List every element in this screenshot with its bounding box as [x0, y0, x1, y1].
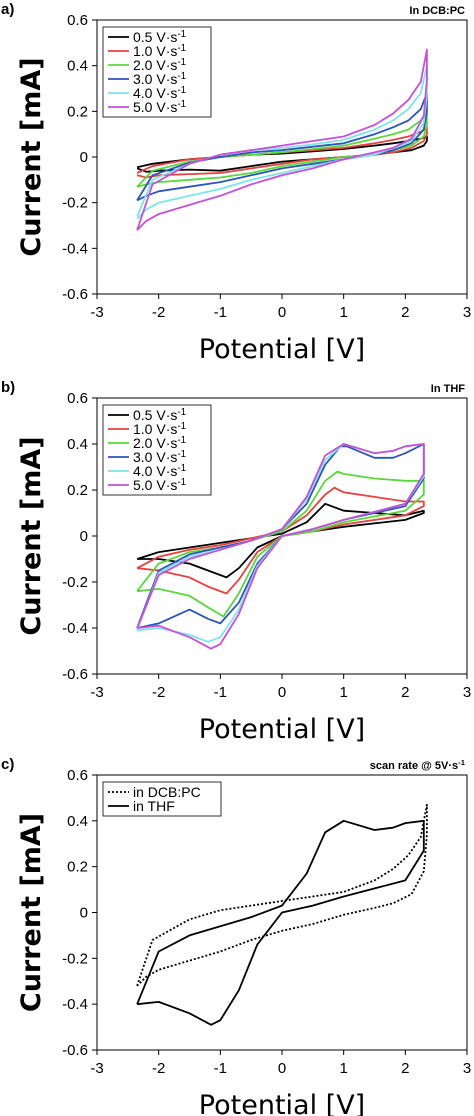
- legend-box: [102, 781, 222, 817]
- chart-panel-2: 0.6 0.4 0.2 0 -0.2 -0.4 -0.6-3 -2 -1 0 1 2 3 Potentia…: [1, 379, 471, 745]
- legend-entry-label: in THF: [133, 798, 175, 814]
- x-tick-label: -3: [90, 684, 103, 701]
- y-tick-label: 0.6: [67, 767, 88, 784]
- y-tick-label: -0.4: [62, 240, 88, 257]
- legend-entry-label: 5.0 V·s-1: [133, 99, 186, 116]
- panel-label: c): [1, 756, 14, 773]
- x-tick-label: 1: [339, 684, 347, 701]
- x-tick-label: 2: [401, 1060, 409, 1077]
- x-tick-label: 3: [463, 1060, 471, 1077]
- series-line-3: [136, 110, 428, 188]
- x-tick-label: 0: [278, 1060, 286, 1077]
- y-tick-label: 0.2: [67, 103, 88, 120]
- y-tick-label: 0.2: [67, 482, 88, 499]
- x-tick-label: 1: [339, 304, 347, 321]
- x-tick-label: 3: [463, 304, 471, 321]
- y-tick-label: 0: [80, 528, 88, 545]
- y-axis-title: Current [mA]: [16, 436, 47, 635]
- x-tick-label: -2: [152, 304, 165, 321]
- chart-panel-1: 0.6 0.4 0.2 0 -0.2 -0.4 -0.6-3 -2 -1 0 1 2 3 Potentia…: [1, 1, 471, 365]
- series-line-6: [136, 48, 428, 231]
- x-tick-label: -1: [214, 684, 227, 701]
- y-tick-label: 0: [80, 905, 88, 922]
- x-axis-title: Potential [V]: [199, 1090, 365, 1116]
- legend-entry-label: 0.5 V·s-1: [133, 407, 186, 424]
- x-tick-label: -1: [214, 304, 227, 321]
- y-tick-label: 0.4: [67, 813, 88, 830]
- legend-entry-label: 3.0 V·s-1: [133, 71, 186, 88]
- y-axis-title: Current [mA]: [16, 57, 47, 256]
- legend-entry-label: 1.0 V·s-1: [133, 421, 186, 438]
- y-tick-label: 0.6: [67, 12, 88, 29]
- panel-label: a): [1, 1, 14, 18]
- y-axis-title: Current [mA]: [16, 813, 47, 1012]
- legend-box: [102, 404, 212, 496]
- x-tick-label: 1: [339, 1060, 347, 1077]
- chart-panel-3: 0.6 0.4 0.2 0 -0.2 -0.4 -0.6-3 -2 -1 0 1 2 3 Potentia…: [1, 756, 471, 1116]
- legend-entry-label: 2.0 V·s-1: [133, 435, 186, 452]
- panel-label: b): [1, 379, 15, 396]
- series-line-1: [136, 803, 428, 987]
- y-tick-label: 0.6: [67, 390, 88, 407]
- legend-entry-label: 3.0 V·s-1: [133, 449, 186, 466]
- y-tick-label: -0.6: [62, 1042, 88, 1059]
- legend-entry-label: in DCB:PC: [133, 784, 201, 800]
- legend-entry-label: 0.5 V·s-1: [133, 29, 186, 46]
- y-tick-label: 0.4: [67, 58, 88, 75]
- panel-annotation: scan rate @ 5V·s-1: [370, 758, 466, 773]
- y-tick-label: -0.6: [62, 286, 88, 303]
- series-line-2: [136, 819, 425, 1026]
- series-line-4: [136, 92, 428, 202]
- x-tick-label: 0: [278, 684, 286, 701]
- series-line-6: [136, 443, 425, 650]
- x-tick-label: -3: [90, 1060, 103, 1077]
- y-tick-label: -0.2: [62, 195, 88, 212]
- x-tick-label: 3: [463, 684, 471, 701]
- y-tick-label: -0.4: [62, 996, 88, 1013]
- y-tick-label: 0.4: [67, 436, 88, 453]
- legend-box: [102, 26, 212, 118]
- y-tick-label: -0.2: [62, 574, 88, 591]
- x-tick-label: -2: [152, 1060, 165, 1077]
- x-tick-label: -1: [214, 1060, 227, 1077]
- x-tick-label: 2: [401, 684, 409, 701]
- series-line-2: [136, 486, 425, 595]
- y-tick-label: -0.4: [62, 620, 88, 637]
- x-axis-title: Potential [V]: [199, 334, 365, 365]
- y-tick-label: -0.2: [62, 950, 88, 967]
- x-axis-title: Potential [V]: [199, 714, 365, 745]
- legend-entry-label: 1.0 V·s-1: [133, 43, 186, 60]
- legend-entry-label: 2.0 V·s-1: [133, 57, 186, 74]
- y-tick-label: 0.2: [67, 859, 88, 876]
- panel-annotation: In DCB:PC: [409, 5, 465, 17]
- x-tick-label: -2: [152, 684, 165, 701]
- panel-annotation: In THF: [431, 383, 465, 395]
- x-tick-label: 2: [401, 304, 409, 321]
- x-tick-label: -3: [90, 304, 103, 321]
- legend-entry-label: 4.0 V·s-1: [133, 463, 186, 480]
- y-tick-label: 0: [80, 149, 88, 166]
- legend-entry-label: 4.0 V·s-1: [133, 85, 186, 102]
- y-tick-label: -0.6: [62, 666, 88, 683]
- x-tick-label: 0: [278, 304, 286, 321]
- legend-entry-label: 5.0 V·s-1: [133, 477, 186, 494]
